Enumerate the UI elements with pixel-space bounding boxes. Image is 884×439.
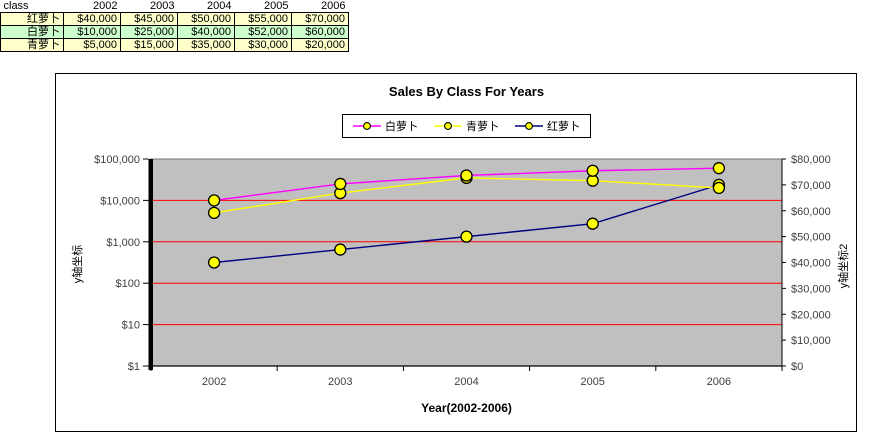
left-axis-tick-label: $100 bbox=[116, 278, 140, 290]
series-marker-红萝卜 bbox=[460, 230, 473, 243]
series-marker-红萝卜 bbox=[207, 256, 221, 269]
legend-marker-icon bbox=[353, 122, 381, 130]
value-cell[interactable]: $15,000 bbox=[120, 38, 178, 52]
table-row: 青萝卜 $5,000 $15,000 $35,000 $30,000 $20,000 bbox=[0, 38, 349, 52]
value-cell[interactable]: $40,000 bbox=[63, 12, 121, 26]
header-cell-year-2006[interactable]: 2006 bbox=[291, 0, 349, 13]
header-cell-year-2004[interactable]: 2004 bbox=[177, 0, 235, 13]
legend-item-青萝卜: 青萝卜 bbox=[434, 118, 499, 134]
value-cell[interactable]: $60,000 bbox=[291, 25, 349, 39]
x-axis-tick-label: 2005 bbox=[580, 376, 604, 388]
right-axis-tick-label: $50,000 bbox=[791, 232, 831, 244]
header-cell-class[interactable]: class bbox=[0, 0, 64, 13]
x-axis-tick-label: 2006 bbox=[707, 376, 731, 388]
value-cell[interactable]: $40,000 bbox=[177, 25, 235, 39]
header-cell-year-2005[interactable]: 2005 bbox=[234, 0, 292, 13]
legend-item-红萝卜: 红萝卜 bbox=[515, 118, 580, 134]
x-axis-tick-label: 2004 bbox=[454, 376, 478, 388]
legend-marker-icon bbox=[515, 122, 543, 130]
series-marker-白萝卜 bbox=[460, 169, 473, 182]
row-label-cell[interactable]: 白萝卜 bbox=[0, 25, 64, 39]
value-cell[interactable]: $10,000 bbox=[63, 25, 121, 39]
chart-frame[interactable]: $0 $10,000 $20,000 $30,000 $40,000 $50,000 $60… bbox=[55, 73, 857, 432]
right-axis-tick-label: $60,000 bbox=[791, 206, 831, 218]
left-axis-tick-label: $100,000 bbox=[94, 154, 140, 166]
series-marker-红萝卜 bbox=[586, 217, 599, 230]
table-row: 白萝卜 $10,000 $25,000 $40,000 $52,000 $60,000 bbox=[0, 25, 349, 39]
value-cell[interactable]: $20,000 bbox=[291, 38, 349, 52]
value-cell[interactable]: $25,000 bbox=[120, 25, 178, 39]
legend-marker-icon bbox=[434, 122, 462, 130]
right-axis-tick-label: $10,000 bbox=[791, 335, 831, 347]
chart-title: Sales By Class For Years bbox=[388, 84, 545, 99]
right-axis-tick-label: $70,000 bbox=[791, 180, 831, 192]
header-cell-year-2003[interactable]: 2003 bbox=[120, 0, 178, 13]
legend-label: 白萝卜 bbox=[385, 121, 418, 133]
value-cell[interactable]: $50,000 bbox=[177, 12, 235, 26]
series-marker-青萝卜 bbox=[207, 206, 221, 220]
row-label-cell[interactable]: 青萝卜 bbox=[0, 38, 64, 52]
table-row: 红萝卜 $40,000 $45,000 $50,000 $55,000 $70,000 bbox=[0, 12, 349, 26]
chart-legend: 白萝卜 青萝卜 红萝卜 bbox=[151, 114, 782, 138]
left-axis-tick-label: $10 bbox=[122, 320, 140, 332]
left-axis-tick-label: $1,000 bbox=[106, 237, 140, 249]
legend-box: 白萝卜 青萝卜 红萝卜 bbox=[342, 114, 591, 138]
left-axis-title: y轴坐标 bbox=[70, 245, 84, 284]
left-axis-tick-label: $1 bbox=[128, 361, 140, 373]
right-axis-tick-label: $40,000 bbox=[791, 258, 831, 270]
left-axis-line bbox=[148, 159, 153, 370]
legend-label: 青萝卜 bbox=[466, 121, 499, 133]
series-marker-白萝卜 bbox=[712, 162, 726, 175]
right-axis-tick-label: $80,000 bbox=[791, 154, 831, 166]
legend-label: 红萝卜 bbox=[547, 121, 580, 133]
series-marker-青萝卜 bbox=[712, 181, 726, 195]
legend-item-白萝卜: 白萝卜 bbox=[353, 118, 418, 134]
series-marker-红萝卜 bbox=[334, 243, 347, 256]
right-axis-title: y轴坐标2 bbox=[836, 244, 850, 289]
x-axis-tick-label: 2003 bbox=[328, 376, 352, 388]
value-cell[interactable]: $5,000 bbox=[63, 38, 121, 52]
left-axis-tick-label: $10,000 bbox=[100, 195, 140, 207]
series-marker-白萝卜 bbox=[207, 194, 221, 207]
series-marker-白萝卜 bbox=[334, 177, 347, 191]
value-cell[interactable]: $55,000 bbox=[234, 12, 292, 26]
value-cell[interactable]: $45,000 bbox=[120, 12, 178, 26]
table-header-row: class 2002 2003 2004 2005 2006 bbox=[0, 0, 349, 13]
series-marker-白萝卜 bbox=[586, 164, 599, 177]
value-cell[interactable]: $52,000 bbox=[234, 25, 292, 39]
chart-plot: $0 $10,000 $20,000 $30,000 $40,000 $50,000 $60… bbox=[70, 154, 850, 415]
right-axis-tick-label: $20,000 bbox=[791, 309, 831, 321]
row-label-cell[interactable]: 红萝卜 bbox=[0, 12, 64, 26]
x-axis-title: Year(2002-2006) bbox=[421, 401, 512, 415]
x-axis-tick-label: 2002 bbox=[202, 376, 226, 388]
value-cell[interactable]: $35,000 bbox=[177, 38, 235, 52]
right-axis-tick-label: $0 bbox=[791, 361, 803, 373]
value-cell[interactable]: $70,000 bbox=[291, 12, 349, 26]
right-axis-tick-label: $30,000 bbox=[791, 283, 831, 295]
header-cell-year-2002[interactable]: 2002 bbox=[63, 0, 121, 13]
value-cell[interactable]: $30,000 bbox=[234, 38, 292, 52]
plot-area bbox=[150, 158, 783, 367]
data-table: class 2002 2003 2004 2005 2006 红萝卜 $40,000 $45,… bbox=[0, 0, 349, 52]
